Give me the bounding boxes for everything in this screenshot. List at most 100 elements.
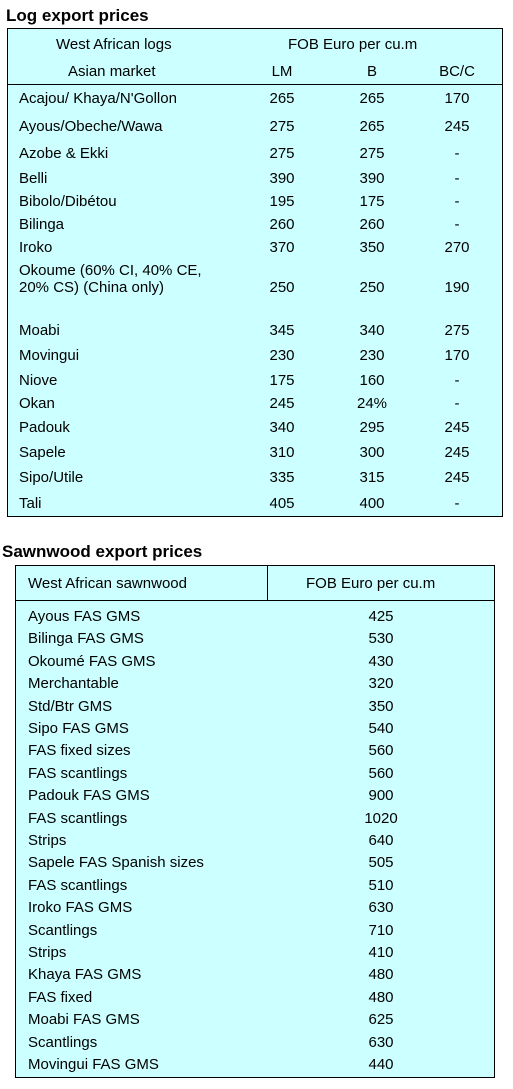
sawn-price: 510 [368, 876, 394, 894]
log-price-lm: 405 [269, 495, 295, 512]
log-price-b: 400 [359, 495, 385, 512]
log-header-divider [8, 84, 502, 85]
sawn-product-name: FAS scantlings [28, 876, 128, 894]
log-species-name: Padouk [19, 419, 70, 436]
log-price-bcc: 245 [444, 444, 470, 461]
sawn-product-name: Scantlings [28, 921, 98, 939]
log-price-lm: 345 [269, 322, 295, 339]
sawn-price: 425 [368, 608, 394, 625]
sawn-product-name: Bilinga FAS GMS [28, 630, 144, 648]
sawn-product-name: Iroko FAS GMS [28, 899, 133, 917]
sawn-header-divider [16, 600, 494, 601]
log-species-name: Bilinga [19, 216, 65, 233]
log-price-b: 160 [359, 372, 385, 389]
sawn-price: 540 [368, 720, 394, 737]
log-header-market: Asian market [68, 63, 156, 80]
sawn-header-species: West African sawnwood [28, 575, 187, 592]
log-species-name: Movingui [19, 347, 80, 364]
log-price-b: 260 [359, 216, 385, 233]
log-price-bcc: - [454, 145, 460, 162]
sawn-product-name: Movingui FAS GMS [28, 1056, 159, 1073]
log-price-lm: 340 [269, 419, 295, 436]
log-price-lm: 275 [269, 145, 295, 162]
log-price-lm: 275 [269, 118, 295, 135]
log-species-name: Sapele [19, 444, 66, 461]
sawn-price: 640 [368, 832, 394, 849]
sawn-header-fob: FOB Euro per cu.m [306, 575, 436, 592]
sawn-price: 505 [368, 854, 394, 872]
sawn-price: 480 [368, 966, 394, 984]
log-species-name: Ayous/Obeche/Wawa [19, 118, 163, 135]
log-header-bcc: BC/C [439, 63, 475, 80]
sawn-price: 440 [368, 1056, 394, 1073]
sawnwood-prices-title: Sawnwood export prices [2, 542, 203, 561]
log-price-b: 265 [359, 118, 385, 135]
log-price-bcc: - [454, 495, 460, 512]
sawn-product-name: Moabi FAS GMS [28, 1011, 140, 1029]
log-species-name: Moabi [19, 322, 60, 339]
log-header-fob: FOB Euro per cu.m [288, 36, 418, 53]
log-species-name: Tali [19, 495, 42, 512]
log-species-name: Niove [19, 372, 58, 389]
log-header-b: B [366, 63, 377, 80]
log-species-name: Sipo/Utile [19, 469, 84, 486]
sawn-product-name: Khaya FAS GMS [28, 966, 142, 984]
sawn-product-name: Strips [28, 832, 67, 849]
log-price-lm: 245 [269, 395, 295, 412]
sawn-price: 320 [368, 675, 394, 693]
sawn-price: 480 [368, 988, 394, 1006]
sawn-product-name: Sapele FAS Spanish sizes [28, 854, 204, 872]
log-species-name: Acajou/ Khaya/N'Gollon [19, 90, 177, 107]
log-price-bcc: - [454, 170, 460, 187]
sawn-price: 900 [368, 787, 394, 805]
log-price-b: 295 [359, 419, 385, 436]
log-price-b: 390 [359, 170, 385, 187]
log-species-name: Azobe & Ekki [19, 145, 109, 162]
log-price-bcc: 270 [444, 239, 470, 256]
sawn-price: 350 [368, 697, 394, 715]
log-price-bcc: 190 [444, 279, 470, 296]
log-species-name: Belli [19, 170, 48, 187]
sawn-product-name: Okoumé FAS GMS [28, 652, 156, 670]
log-price-lm: 335 [269, 469, 295, 486]
sawn-price: 530 [368, 630, 394, 648]
sawn-product-name: FAS scantlings [28, 809, 128, 827]
log-price-b: 315 [359, 469, 385, 486]
log-price-b: 24% [356, 395, 388, 412]
log-price-b: 300 [359, 444, 385, 461]
sawn-product-name: FAS scantlings [28, 764, 128, 782]
sawn-price: 625 [368, 1011, 394, 1029]
sawn-price: 630 [368, 1033, 394, 1051]
sawn-product-name: FAS fixed [28, 988, 93, 1006]
log-price-lm: 195 [269, 193, 295, 210]
log-price-bcc: - [454, 216, 460, 233]
sawn-price: 430 [368, 652, 394, 670]
log-price-lm: 260 [269, 216, 295, 233]
log-price-lm: 370 [269, 239, 295, 256]
sawn-product-name: Strips [28, 944, 67, 961]
log-header-species: West African logs [56, 36, 172, 53]
log-price-bcc: - [454, 395, 460, 412]
log-price-lm: 250 [269, 279, 295, 296]
log-header-lm: LM [271, 63, 293, 80]
log-prices-title: Log export prices [6, 6, 149, 25]
sawn-product-name: Ayous FAS GMS [28, 608, 141, 625]
log-species-name: Bibolo/Dibétou [19, 193, 117, 210]
log-prices-table: West African logs Asian market FOB Euro … [7, 28, 503, 517]
log-price-lm: 265 [269, 90, 295, 107]
sawn-price: 1020 [364, 809, 398, 827]
log-price-bcc: - [454, 193, 460, 210]
log-price-bcc: 245 [444, 469, 470, 486]
sawn-price: 410 [368, 944, 394, 961]
sawn-price: 560 [368, 742, 394, 760]
log-price-b: 230 [359, 347, 385, 364]
sawn-price: 560 [368, 764, 394, 782]
log-price-b: 175 [359, 193, 385, 210]
log-price-b: 250 [359, 279, 385, 296]
sawn-header-col-divider [267, 566, 268, 600]
log-species-name: Okan [19, 395, 55, 412]
log-price-b: 340 [359, 322, 385, 339]
log-price-bcc: 245 [444, 118, 470, 135]
sawn-product-name: FAS fixed sizes [28, 742, 131, 760]
log-price-b: 275 [359, 145, 385, 162]
